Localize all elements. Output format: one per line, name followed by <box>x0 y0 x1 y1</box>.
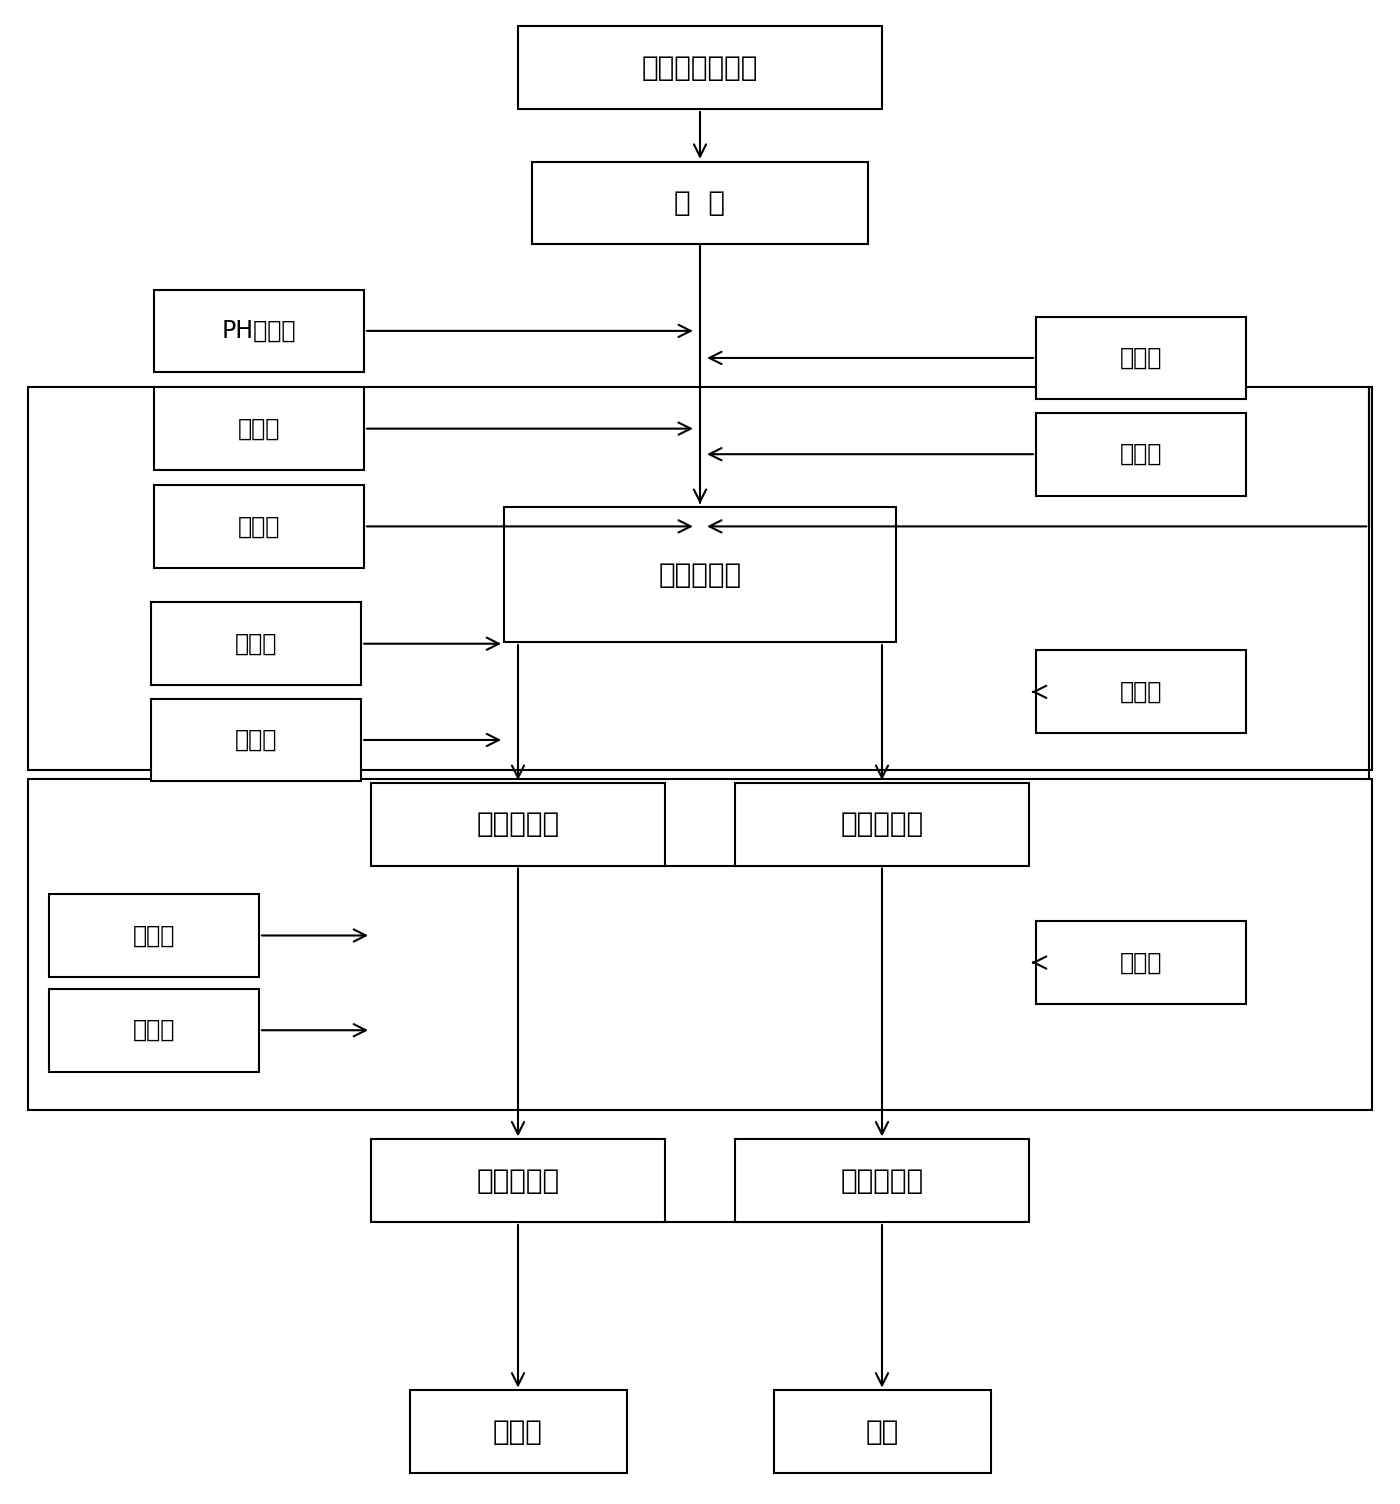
Text: 铁精矿: 铁精矿 <box>493 1418 543 1445</box>
FancyBboxPatch shape <box>1036 316 1246 399</box>
Text: 抑制剂: 抑制剂 <box>1120 680 1162 704</box>
Text: 活化剂: 活化剂 <box>133 923 175 948</box>
FancyBboxPatch shape <box>409 1390 627 1474</box>
FancyBboxPatch shape <box>1036 412 1246 496</box>
FancyBboxPatch shape <box>49 893 259 978</box>
FancyBboxPatch shape <box>735 782 1029 866</box>
Text: 反浮选粗选: 反浮选粗选 <box>658 561 742 588</box>
Text: 第一次精选: 第一次精选 <box>476 811 560 838</box>
Text: 分散剂: 分散剂 <box>1120 346 1162 370</box>
Text: 尾矿: 尾矿 <box>865 1418 899 1445</box>
Text: 捕收剂: 捕收剂 <box>133 1018 175 1042</box>
Text: 抑制剂: 抑制剂 <box>238 417 280 441</box>
Text: 混合磁选铁精矿: 混合磁选铁精矿 <box>641 54 759 81</box>
FancyBboxPatch shape <box>151 698 361 782</box>
Bar <box>28 387 1372 770</box>
Text: 第一次扫选: 第一次扫选 <box>840 811 924 838</box>
Text: 活化剂: 活化剂 <box>1120 442 1162 466</box>
FancyBboxPatch shape <box>518 26 882 110</box>
Text: 第二次精选: 第二次精选 <box>476 1167 560 1194</box>
FancyBboxPatch shape <box>1036 650 1246 732</box>
FancyBboxPatch shape <box>371 1140 665 1221</box>
Text: 活化剂: 活化剂 <box>235 632 277 656</box>
FancyBboxPatch shape <box>151 602 361 686</box>
Bar <box>28 779 1372 1110</box>
FancyBboxPatch shape <box>49 990 259 1071</box>
FancyBboxPatch shape <box>154 387 364 469</box>
FancyBboxPatch shape <box>371 782 665 866</box>
Text: 捕收剂: 捕收剂 <box>238 514 280 538</box>
Text: 第二次扫选: 第二次扫选 <box>840 1167 924 1194</box>
FancyBboxPatch shape <box>154 484 364 567</box>
FancyBboxPatch shape <box>504 507 896 642</box>
FancyBboxPatch shape <box>532 161 868 244</box>
Text: 抑制剂: 抑制剂 <box>1120 951 1162 975</box>
FancyBboxPatch shape <box>1036 920 1246 1005</box>
Text: 调  浆: 调 浆 <box>675 190 725 217</box>
FancyBboxPatch shape <box>154 289 364 373</box>
Text: 捕收剂: 捕收剂 <box>235 728 277 752</box>
FancyBboxPatch shape <box>735 1140 1029 1221</box>
FancyBboxPatch shape <box>773 1390 991 1474</box>
Text: PH调整剂: PH调整剂 <box>221 319 297 343</box>
